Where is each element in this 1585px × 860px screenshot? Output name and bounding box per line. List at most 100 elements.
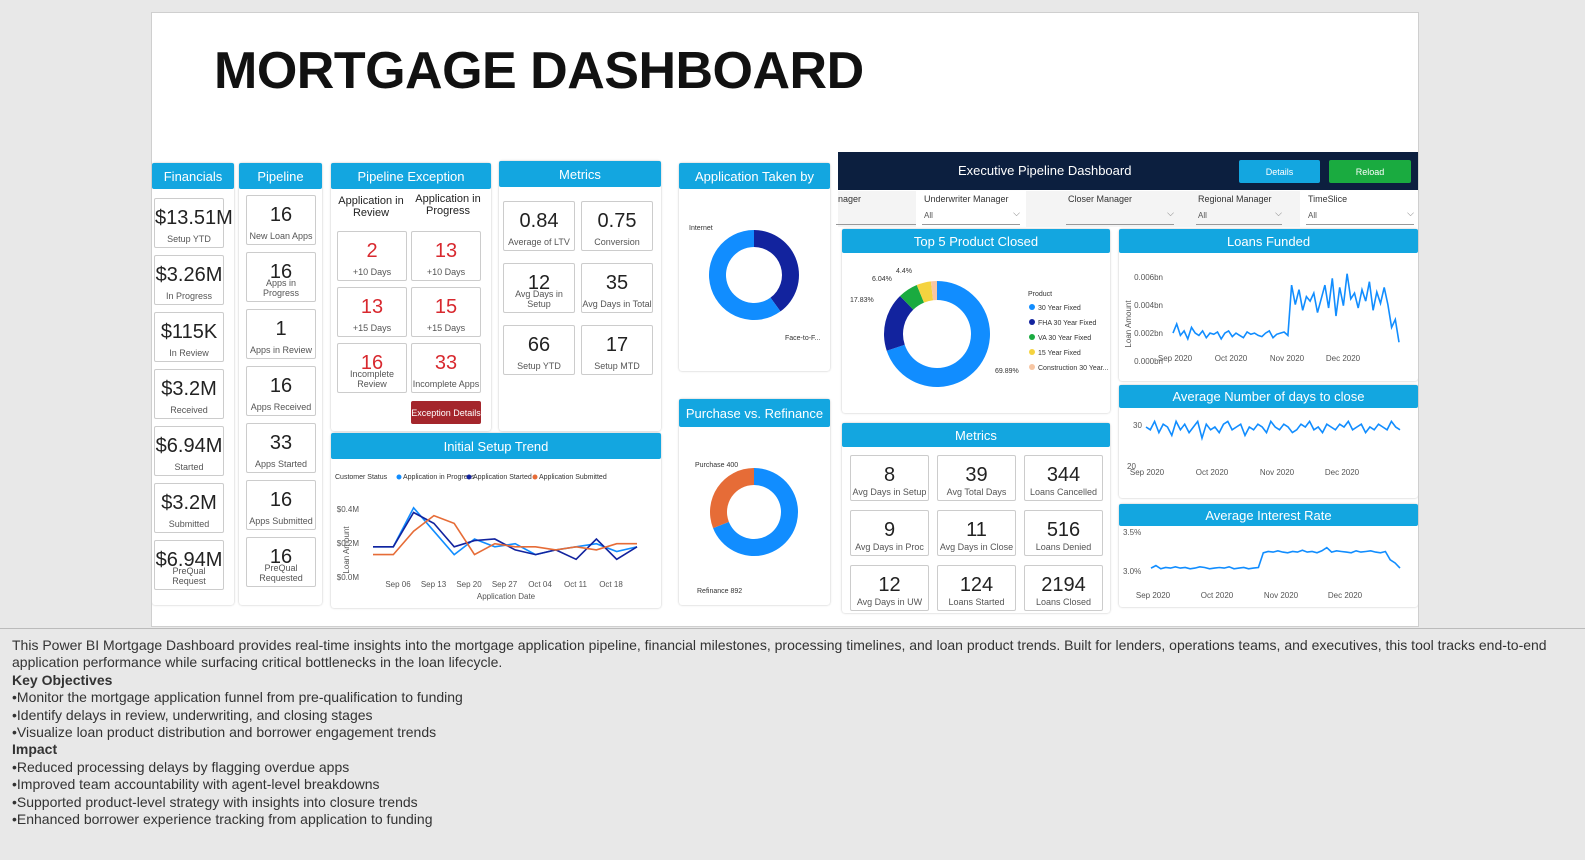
kpi-value: 15	[434, 296, 458, 318]
pipeline-kpi: 16 Apps Received	[246, 366, 316, 416]
x-tick: Nov 2020	[1264, 591, 1299, 600]
exception-details-button[interactable]: Exception Details	[411, 401, 481, 424]
kpi-value: 11	[966, 519, 987, 541]
loans-funded-series-line	[1172, 273, 1400, 343]
filter-label: TimeSlice	[1308, 194, 1348, 204]
kpi-value: $13.51M	[155, 207, 233, 229]
y-tick: 0.000bn	[1134, 357, 1163, 366]
legend-item: FHA 30 Year Fixed	[1038, 320, 1096, 327]
kpi-label: Apps Submitted	[249, 516, 313, 526]
chevron-down-icon: ⌵	[1275, 208, 1282, 218]
kpi-value: 344	[1046, 464, 1081, 486]
legend-marker	[1029, 304, 1035, 310]
x-tick: Dec 2020	[1326, 354, 1361, 363]
purchase-refinance-header: Purchase vs. Refinance	[679, 399, 830, 427]
kpi-value: 66	[527, 334, 551, 356]
y-tick: 3.0%	[1123, 567, 1141, 576]
kpi-value: 16	[269, 489, 293, 511]
pct-label: 6.04%	[872, 276, 892, 283]
exception-kpi: 33 Incomplete Apps	[411, 343, 481, 393]
kpi-label: Loans Denied	[1035, 542, 1092, 552]
kpi-value: 16	[269, 261, 293, 283]
kpi-label: Apps in Progress	[262, 278, 299, 298]
financial-kpi: $115K In Review	[154, 312, 224, 362]
kpi-value: 8	[883, 464, 896, 486]
x-tick: Nov 2020	[1260, 468, 1295, 477]
pipeline-kpi: 16 New Loan Apps	[246, 195, 316, 245]
details-button[interactable]: Details	[1239, 160, 1320, 183]
pipeline-kpi: 1 Apps in Review	[246, 309, 316, 359]
kpi-label: Avg Total Days	[946, 487, 1007, 497]
kpi-label: Avg Days in Proc	[855, 542, 924, 552]
filter-dropdown[interactable]: Underwriter Manager All ⌵	[916, 191, 1026, 227]
kpi-label: Avg Days in Setup	[515, 289, 563, 309]
kpi-label: Incomplete Review	[349, 369, 395, 389]
x-tick: Dec 2020	[1325, 468, 1360, 477]
avg-interest-series-line	[1150, 546, 1401, 570]
y-tick: 0.004bn	[1134, 301, 1163, 310]
x-tick: Sep 2020	[1136, 591, 1171, 600]
executive-header-bar: Executive Pipeline Dashboard Details Rel…	[838, 152, 1418, 190]
top5-slice	[886, 281, 990, 387]
metric-kpi: 0.75 Conversion	[581, 201, 653, 251]
executive-title: Executive Pipeline Dashboard	[958, 163, 1132, 178]
pipeline-kpi: 33 Apps Started	[246, 423, 316, 473]
pipeline-exception-header: Pipeline Exception	[331, 163, 491, 189]
kpi-label: PreQual Request	[172, 566, 206, 586]
kpi-label: Submitted	[168, 519, 210, 529]
exception-kpi: 15 +15 Days	[411, 287, 481, 337]
metric-kpi: 17 Setup MTD	[581, 325, 653, 375]
filter-dropdown[interactable]: Regional Manager All ⌵	[1190, 191, 1288, 227]
legend-marker	[1029, 334, 1035, 340]
metrics-left-header: Metrics	[499, 161, 661, 187]
financial-kpi: $3.26M In Progress	[154, 255, 224, 305]
x-tick: Oct 2020	[1201, 591, 1234, 600]
pct-label: 69.89%	[995, 368, 1019, 375]
kpi-label: Started	[174, 462, 204, 472]
kpi-value: 2194	[1041, 574, 1086, 596]
financials-panel: Financials $13.51M Setup YTD $3.26M In Prog…	[152, 163, 234, 605]
kpi-value: $3.26M	[155, 264, 223, 286]
metric-kpi: 11 Avg Days in Close	[937, 510, 1016, 556]
kpi-value: $6.94M	[155, 435, 223, 457]
top5-slice	[884, 296, 914, 351]
exception-kpi: 13 +10 Days	[411, 231, 481, 281]
filter-underline	[1306, 224, 1414, 225]
application-taken-panel: Application Taken by Internet Face-to-F..…	[679, 163, 830, 371]
kpi-label: New Loan Apps	[249, 231, 313, 241]
metric-kpi: 516 Loans Denied	[1024, 510, 1103, 556]
filter-label: nager	[838, 194, 862, 204]
financial-kpi: $6.94M Started	[154, 426, 224, 476]
kpi-value: 16	[269, 204, 293, 226]
kpi-label: Loans Closed	[1035, 597, 1092, 607]
application-taken-chart: Internet Face-to-F...	[689, 225, 820, 342]
pct-label: 4.4%	[896, 268, 912, 275]
kpi-value: $115K	[160, 321, 218, 343]
y-tick: 0.002bn	[1134, 329, 1163, 338]
filter-dropdown[interactable]: TimeSlice All ⌵	[1300, 191, 1418, 227]
x-tick: Sep 2020	[1130, 468, 1165, 477]
legend-item: Application Started	[473, 474, 532, 481]
donut-label: Refinance 892	[697, 588, 742, 595]
y-tick: 3.5%	[1123, 528, 1141, 537]
filter-dropdown[interactable]: Closer Manager ⌵	[1060, 191, 1180, 227]
y-tick: $0.0M	[337, 573, 360, 582]
reload-button[interactable]: Reload	[1329, 160, 1411, 183]
app-taken-slice	[709, 230, 781, 320]
kpi-label: Loans Cancelled	[1029, 487, 1098, 497]
initial-setup-panel: Initial Setup Trend Customer Status Appli…	[331, 433, 661, 608]
filter-dropdown[interactable]: nager⌵	[830, 191, 930, 227]
pipeline-kpi: 16 PreQual Requested	[246, 537, 316, 587]
purchase-refinance-slice	[713, 468, 798, 556]
kpi-label: +15 Days	[352, 323, 392, 333]
metric-kpi: 9 Avg Days in Proc	[850, 510, 929, 556]
objective-item: •Identify delays in review, underwriting…	[12, 706, 373, 723]
purchase-refinance-slice	[710, 468, 754, 529]
filter-value: All	[1308, 211, 1317, 220]
description: This Power BI Mortgage Dashboard provide…	[12, 637, 1557, 828]
impact-list: •Reduced processing delays by flagging o…	[12, 759, 1557, 829]
chevron-down-icon: ⌵	[1167, 208, 1174, 218]
kpi-label: In Review	[169, 348, 209, 358]
initial-setup-chart: Customer Status Application in ProgressAp…	[335, 474, 638, 601]
metric-kpi: 39 Avg Total Days	[937, 455, 1016, 501]
